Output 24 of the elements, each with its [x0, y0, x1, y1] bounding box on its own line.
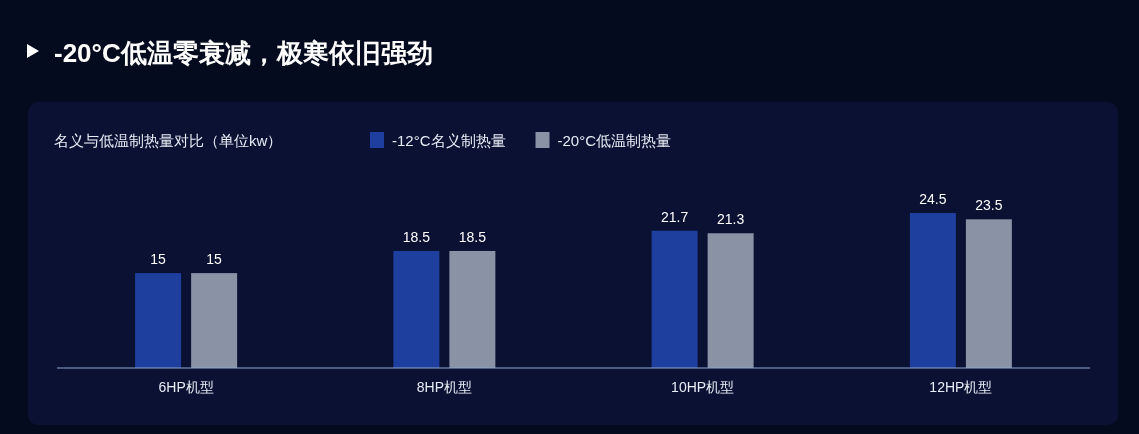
x-tick-label: 8HP机型: [416, 379, 472, 395]
data-label: 21.7: [661, 208, 689, 225]
data-label: 15: [206, 251, 223, 268]
data-label: 23.5: [975, 197, 1003, 214]
data-label: 24.5: [919, 191, 947, 207]
data-label: 15: [150, 251, 167, 268]
bar: [393, 250, 440, 368]
bar: [965, 219, 1012, 368]
bar: [191, 273, 238, 368]
chart-title: -20°C低温零衰减，极寒依旧强劲: [54, 38, 433, 68]
chart-subtitle: 名义与低温制热量对比（单位kw）: [54, 132, 283, 149]
bar: [707, 233, 754, 368]
data-label: 21.3: [717, 211, 745, 228]
legend-label: -12°C名义制热量: [392, 132, 506, 149]
x-tick-label: 10HP机型: [671, 379, 735, 395]
bar: [909, 213, 956, 368]
legend-label: -20°C低温制热量: [557, 132, 672, 149]
bar: [651, 230, 698, 368]
data-label: 18.5: [402, 228, 431, 245]
bar: [449, 250, 496, 368]
bar: [135, 273, 182, 368]
data-label: 18.5: [458, 228, 487, 245]
x-tick-label: 12HP机型: [929, 379, 993, 395]
x-tick-label: 6HP机型: [158, 379, 214, 395]
